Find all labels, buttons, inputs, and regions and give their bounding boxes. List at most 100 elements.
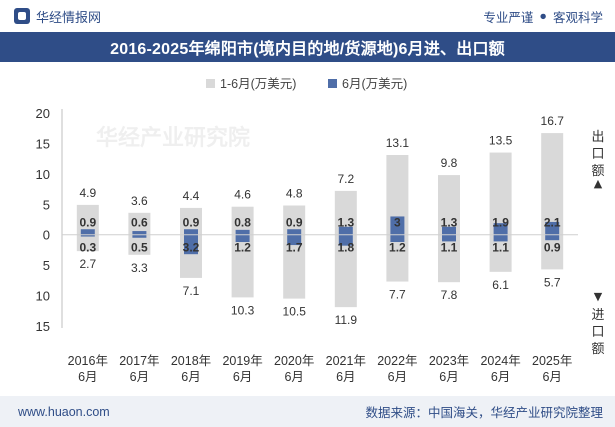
- y-tick-label: 15: [36, 136, 50, 151]
- y-tick-label: 5: [43, 197, 50, 212]
- x-tick-label-month: 6月: [78, 370, 97, 384]
- x-tick-label-month: 6月: [284, 370, 303, 384]
- data-label-cumulative-import: 2.7: [79, 257, 96, 271]
- data-label-cumulative-import: 10.3: [231, 303, 255, 317]
- side-label-export-char: 出: [591, 129, 604, 144]
- bar-cumulative-export: [541, 133, 564, 235]
- side-label-import-char: 额: [591, 341, 604, 356]
- x-tick-label-year: 2022年: [377, 354, 417, 368]
- data-label-monthly-import: 1.1: [492, 241, 509, 255]
- x-tick-label-month: 6月: [181, 370, 200, 384]
- bar-cumulative-import: [76, 234, 99, 252]
- bar-cumulative-export: [283, 205, 306, 235]
- data-label-cumulative-import: 7.7: [389, 288, 406, 302]
- data-label-cumulative-export: 9.8: [441, 156, 458, 170]
- data-label-cumulative-import: 6.1: [492, 278, 509, 292]
- x-tick-label-year: 2023年: [429, 354, 469, 368]
- data-label-cumulative-import: 10.5: [283, 305, 307, 319]
- x-tick-label-month: 6月: [336, 370, 355, 384]
- data-label-cumulative-export: 13.5: [489, 134, 513, 148]
- data-label-cumulative-export: 4.4: [183, 189, 200, 203]
- bar-monthly-import: [287, 234, 302, 246]
- brand: 华经情报网: [14, 7, 101, 26]
- y-tick-label: 5: [43, 258, 50, 273]
- data-label-monthly-export: 3: [394, 216, 401, 230]
- top-bar: 华经情报网 专业严谨 ● 客观科学: [0, 0, 615, 32]
- x-tick-label-year: 2019年: [222, 354, 262, 368]
- legend-label-cumulative: 1-6月(万美元): [220, 77, 296, 91]
- bar-monthly-import: [493, 234, 508, 242]
- x-tick-label-year: 2016年: [68, 354, 108, 368]
- side-label-import-char: 进: [591, 307, 604, 322]
- bar-monthly-import: [132, 234, 147, 238]
- data-label-cumulative-export: 13.1: [386, 136, 410, 150]
- x-tick-label-month: 6月: [439, 370, 458, 384]
- bar-monthly-export: [235, 229, 250, 235]
- bar-monthly-export: [184, 229, 198, 235]
- data-label-monthly-import: 1.2: [234, 241, 251, 255]
- data-label-monthly-export: 0.9: [79, 216, 96, 230]
- bar-cumulative-export: [334, 190, 357, 235]
- bar-cumulative-import: [283, 234, 306, 299]
- footer: www.huaon.com 数据来源：中国海关，华经产业研究院整理: [0, 396, 615, 427]
- side-label-export-char: 口: [591, 146, 604, 161]
- data-label-monthly-export: 0.9: [183, 216, 200, 230]
- x-tick-label-month: 6月: [233, 370, 252, 384]
- bar-cumulative-import: [438, 234, 460, 283]
- side-label-import-char: 口: [591, 324, 604, 339]
- legend-label-monthly: 6月(万美元): [342, 77, 407, 91]
- bar-cumulative-export: [76, 204, 99, 235]
- bar-monthly-export: [442, 226, 456, 235]
- tag-separator-icon: ●: [539, 9, 547, 23]
- bar-cumulative-export: [231, 206, 254, 235]
- bar-cumulative-import: [231, 234, 254, 298]
- data-label-cumulative-import: 5.7: [544, 275, 561, 289]
- x-tick-label-year: 2024年: [480, 354, 520, 368]
- x-tick-label-month: 6月: [388, 370, 407, 384]
- data-label-cumulative-export: 4.6: [234, 188, 251, 202]
- y-tick-label: 20: [36, 106, 50, 121]
- data-label-monthly-import: 1.8: [337, 241, 354, 255]
- data-label-monthly-export: 1.9: [492, 216, 509, 230]
- data-label-monthly-export: 0.8: [234, 216, 251, 230]
- data-label-monthly-export: 1.3: [441, 216, 458, 230]
- bar-monthly-import: [338, 234, 353, 246]
- data-label-cumulative-import: 3.3: [131, 261, 148, 275]
- y-tick-label: 10: [36, 289, 50, 304]
- data-label-monthly-import: 1.1: [441, 241, 458, 255]
- bar-monthly-export: [493, 223, 508, 235]
- brand-name: 华经情报网: [36, 9, 102, 25]
- data-label-monthly-import: 1.2: [389, 241, 406, 255]
- data-label-monthly-import: 0.5: [131, 241, 148, 255]
- x-tick-label-year: 2017年: [119, 354, 159, 368]
- data-label-monthly-import: 0.9: [544, 241, 561, 255]
- bar-cumulative-import: [128, 234, 151, 255]
- bar-monthly-export: [132, 231, 147, 235]
- tag-objective: 客观科学: [552, 10, 603, 25]
- bar-cumulative-export: [438, 175, 460, 235]
- y-tick-label: 15: [36, 319, 50, 334]
- data-label-monthly-export: 0.6: [131, 216, 148, 230]
- side-label-export-char: 额: [591, 163, 604, 178]
- x-tick-label-month: 6月: [491, 370, 510, 384]
- bar-cumulative-import: [489, 234, 512, 272]
- footer-site: www.huaon.com: [18, 404, 110, 419]
- bar-cumulative-export: [180, 207, 202, 235]
- data-label-cumulative-import: 11.9: [335, 313, 358, 327]
- footer-source: 数据来源：中国海关，华经产业研究院整理: [365, 406, 603, 420]
- data-label-cumulative-export: 4.9: [79, 186, 96, 200]
- bar-monthly-export: [287, 229, 302, 235]
- data-label-cumulative-export: 7.2: [337, 172, 354, 186]
- bar-cumulative-import: [541, 234, 564, 270]
- y-tick-label: 10: [36, 167, 50, 182]
- down-arrow-icon: ▼: [594, 290, 603, 303]
- data-label-cumulative-import: 7.8: [441, 288, 458, 302]
- brand-logo-icon: [14, 8, 30, 24]
- chart-title: 2016-2025年绵阳市(境内目的地/货源地)6月进、出口额: [0, 32, 615, 62]
- bar-monthly-export: [545, 221, 560, 235]
- legend-swatch-monthly: [328, 79, 337, 88]
- data-label-cumulative-export: 4.8: [286, 187, 303, 201]
- header-tags: 专业严谨 ● 客观科学: [483, 7, 603, 26]
- bar-monthly-import: [80, 234, 95, 237]
- x-tick-label-year: 2018年: [171, 354, 211, 368]
